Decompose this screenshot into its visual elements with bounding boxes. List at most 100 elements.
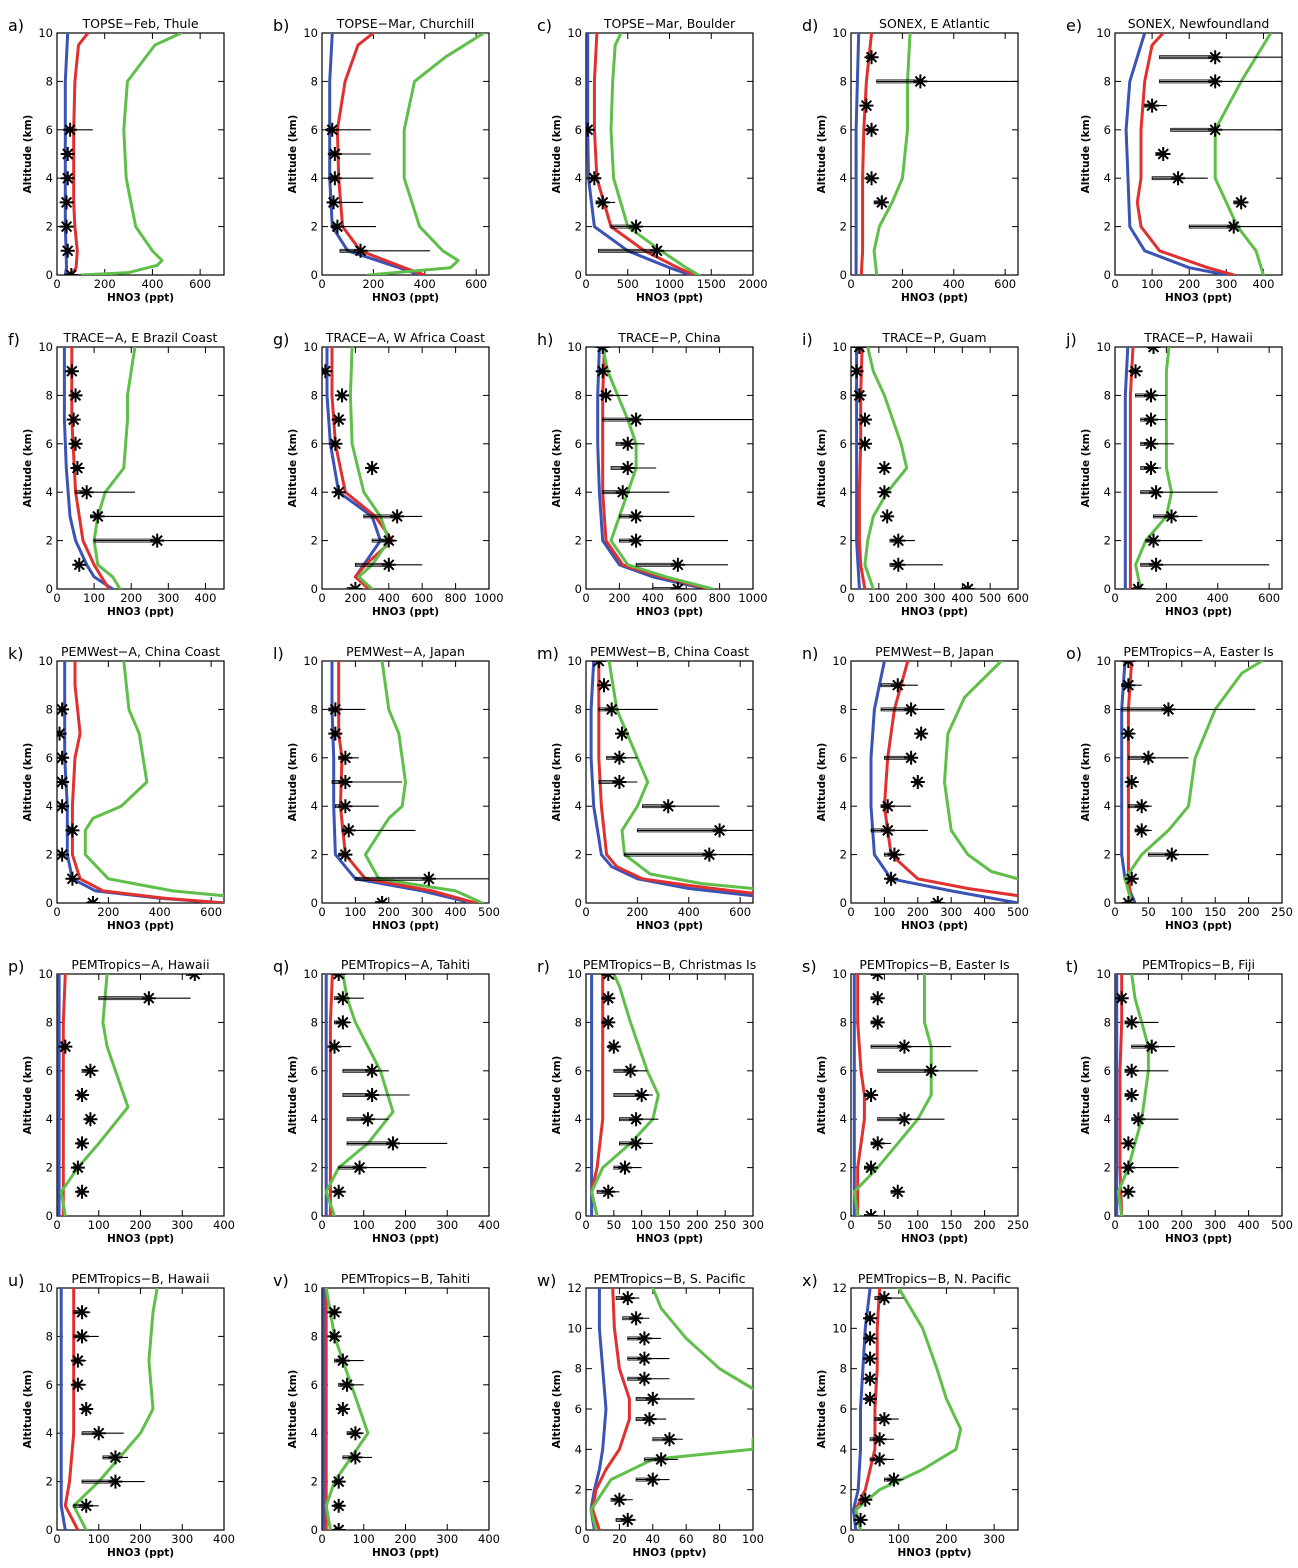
y-tick-label: 6 [575, 437, 582, 451]
obs-marker [662, 1432, 677, 1447]
obs-marker [886, 1472, 901, 1487]
y-tick-label: 8 [840, 388, 847, 402]
y-axis-label: Altitude (km) [551, 115, 563, 194]
x-tick-label: 400 [149, 905, 171, 919]
panel-title: TRACE−A, E Brazil Coast [63, 330, 218, 345]
obs-marker [1161, 702, 1176, 717]
obs-marker [325, 122, 340, 137]
obs-marker [75, 1305, 90, 1320]
obs-marker [910, 775, 925, 789]
x-tick-label: 0 [1111, 277, 1118, 291]
model-curve [589, 1288, 608, 1530]
panel-title: TRACE−P, China [617, 330, 720, 345]
obs-marker [880, 823, 895, 838]
plot-area [1124, 33, 1282, 275]
y-tick-label: 4 [575, 485, 582, 499]
y-axis-label: Altitude (km) [287, 115, 299, 194]
x-axis-label: HNO3 (ppt) [636, 606, 703, 618]
y-tick-label: 4 [840, 799, 847, 813]
y-tick-label: 6 [840, 1402, 847, 1416]
obs-marker [852, 347, 867, 354]
x-tick-label: 400 [1238, 1218, 1260, 1232]
panel-letter: x) [802, 1271, 818, 1290]
y-tick-label: 0 [840, 896, 847, 910]
obs-marker [864, 1088, 879, 1102]
plot-area [589, 1288, 753, 1530]
y-axis-label: Altitude (km) [551, 1056, 563, 1135]
obs-marker [59, 195, 74, 210]
panel-letter: q) [273, 957, 289, 976]
y-tick-label: 4 [311, 1112, 318, 1126]
obs-marker [1124, 1015, 1139, 1030]
panel-title: SONEX, E Atlantic [879, 16, 990, 31]
x-tick-label: 200 [1155, 591, 1177, 605]
obs-marker [857, 412, 872, 427]
x-tick-label: 300 [742, 1218, 764, 1232]
y-tick-label: 2 [575, 534, 582, 548]
y-axis-label: Altitude (km) [287, 1056, 299, 1135]
obs-marker [1131, 582, 1146, 589]
y-tick-label: 10 [832, 967, 847, 981]
obs-marker [629, 1311, 644, 1326]
obs-marker [57, 775, 70, 789]
obs-marker [1156, 147, 1171, 161]
model-curve [63, 661, 224, 903]
model-curve [1135, 33, 1236, 275]
obs-marker [327, 1039, 342, 1054]
x-tick-label: 150 [940, 1218, 962, 1232]
obs-marker [83, 1112, 98, 1127]
plot-frame [1114, 660, 1283, 904]
y-tick-label: 4 [311, 799, 318, 813]
panel: p) PEMTropics−A, Hawaii 0 100 200 300 400 0 2 4 6 8… [8, 957, 235, 1245]
y-tick-label: 6 [46, 1064, 53, 1078]
x-tick-label: 400 [478, 1532, 500, 1546]
panel: m) PEMWest−B, China Coast 0 200 400 600 0 2 4 6 8 1… [537, 644, 754, 932]
panel: o) PEMTropics−A, Easter Is0 50 100 150 200 250… [1066, 644, 1293, 932]
x-tick-label: 600 [189, 277, 211, 291]
x-tick-label: 400 [213, 1532, 235, 1546]
x-tick-label: 400 [213, 1218, 235, 1232]
y-tick-label: 8 [46, 1015, 53, 1029]
model-curve [63, 1288, 80, 1530]
y-tick-label: 0 [311, 896, 318, 910]
y-tick-label: 8 [311, 1329, 318, 1343]
obs-marker [642, 1412, 657, 1427]
panel-letter: d) [802, 16, 818, 35]
obs-marker [645, 1391, 660, 1406]
obs-marker [57, 799, 70, 814]
panel-title: PEMWest−A, Japan [346, 644, 465, 659]
y-tick-label: 8 [311, 74, 318, 88]
plot-area [1123, 347, 1270, 589]
plot-area [325, 33, 486, 275]
y-tick-label: 8 [840, 1015, 847, 1029]
plot-frame [321, 346, 490, 590]
y-tick-label: 4 [311, 485, 318, 499]
x-tick-label: 100 [1141, 277, 1163, 291]
plot-frame [56, 346, 225, 590]
obs-marker [612, 750, 627, 765]
y-tick-label: 12 [567, 1281, 582, 1295]
x-tick-label: 0 [1111, 591, 1118, 605]
x-tick-label: 200 [344, 591, 366, 605]
plot-area [57, 974, 204, 1216]
y-tick-label: 8 [1104, 702, 1111, 716]
y-axis-label: Altitude (km) [551, 1370, 563, 1449]
panel: a) TOPSE−Feb, Thule 0 200 400 600 0 2 4 6 8 10 HNO3 … [8, 16, 225, 304]
model-curve [859, 33, 874, 275]
model-curve [943, 661, 1018, 881]
obs-marker [595, 364, 610, 379]
y-tick-label: 2 [1104, 534, 1111, 548]
x-tick-label: 200 [120, 591, 142, 605]
panel-letter: c) [537, 16, 552, 35]
x-axis-label: HNO3 (ppt) [107, 606, 174, 618]
x-axis-label: HNO3 (ppt) [372, 920, 439, 932]
obs-marker [335, 1015, 350, 1030]
obs-marker [629, 219, 644, 234]
y-tick-label: 8 [46, 702, 53, 716]
obs-marker [341, 823, 356, 838]
obs-marker [595, 347, 610, 354]
x-tick-label: 0 [582, 277, 589, 291]
obs-marker [90, 509, 105, 524]
y-tick-label: 2 [840, 220, 847, 234]
plot-area [869, 661, 1018, 903]
